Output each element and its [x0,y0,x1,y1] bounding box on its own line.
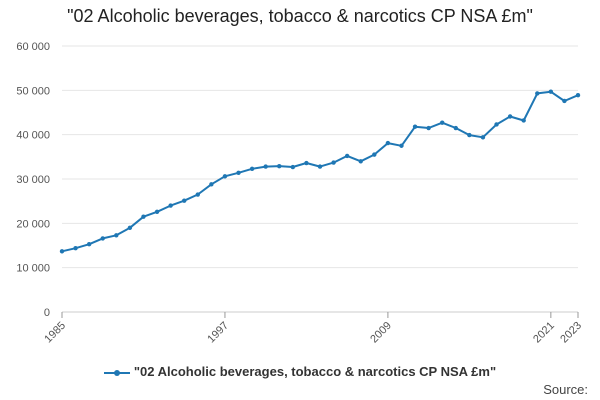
data-point[interactable] [100,236,105,241]
data-point[interactable] [304,160,309,166]
data-point[interactable] [385,140,391,146]
data-point[interactable] [127,225,133,230]
data-point[interactable] [535,91,540,96]
y-tick-label: 60 000 [16,41,50,53]
x-tick-label: 2009 [368,320,394,346]
data-point[interactable] [73,245,78,251]
data-point[interactable] [412,124,418,129]
legend-line-marker-icon [103,368,130,378]
series-line [61,90,579,253]
y-tick-label: 10 000 [16,263,50,275]
data-point[interactable] [86,241,92,247]
y-tick-label: 40 000 [16,130,50,142]
data-point[interactable] [426,125,431,131]
data-point[interactable] [521,118,526,123]
x-axis: 1985 1997 2009 2021 2023 [42,312,584,345]
x-tick-label: 1985 [42,320,68,346]
data-point[interactable] [168,203,173,208]
data-point[interactable] [277,163,282,169]
x-tick-label: 2021 [531,320,557,346]
data-point[interactable] [494,122,499,127]
y-tick-label: 20 000 [16,218,50,230]
series-group [59,89,581,254]
data-point[interactable] [317,164,323,169]
data-point[interactable] [154,209,160,215]
data-point[interactable] [399,143,404,148]
data-point[interactable] [222,174,228,179]
data-point[interactable] [480,135,486,140]
data-point[interactable] [114,233,119,238]
legend[interactable]: "02 Alcoholic beverages, tobacco & narco… [0,364,600,379]
data-point[interactable] [182,198,187,203]
chart-title: "02 Alcoholic beverages, tobacco & narco… [67,6,533,26]
data-point[interactable] [249,166,255,172]
data-point[interactable] [344,153,350,159]
data-point[interactable] [467,132,472,138]
y-tick-label: 30 000 [16,174,50,186]
data-point[interactable] [575,93,581,98]
data-point[interactable] [548,89,554,94]
data-point[interactable] [195,192,200,197]
data-point[interactable] [331,160,336,165]
source-label: Source: [543,382,588,397]
data-point[interactable] [358,159,363,164]
y-tick-label: 50 000 [16,85,50,97]
data-point[interactable] [141,214,146,219]
data-point[interactable] [290,164,296,170]
x-tick-label: 1997 [205,320,231,346]
data-point[interactable] [209,182,214,187]
gridlines [62,45,578,313]
data-point[interactable] [453,125,458,131]
data-point[interactable] [263,164,268,169]
data-point[interactable] [440,120,445,125]
legend-label: "02 Alcoholic beverages, tobacco & narco… [133,364,497,379]
data-point[interactable] [236,170,241,175]
y-tick-label: 0 [44,307,50,319]
data-point[interactable] [372,152,377,157]
data-point[interactable] [507,114,513,119]
y-axis: 0 10 000 20 000 30 000 40 000 50 000 60 000 [16,41,50,319]
data-point[interactable] [562,98,567,104]
data-point[interactable] [59,249,65,254]
x-tick-label: 2023 [558,320,584,346]
